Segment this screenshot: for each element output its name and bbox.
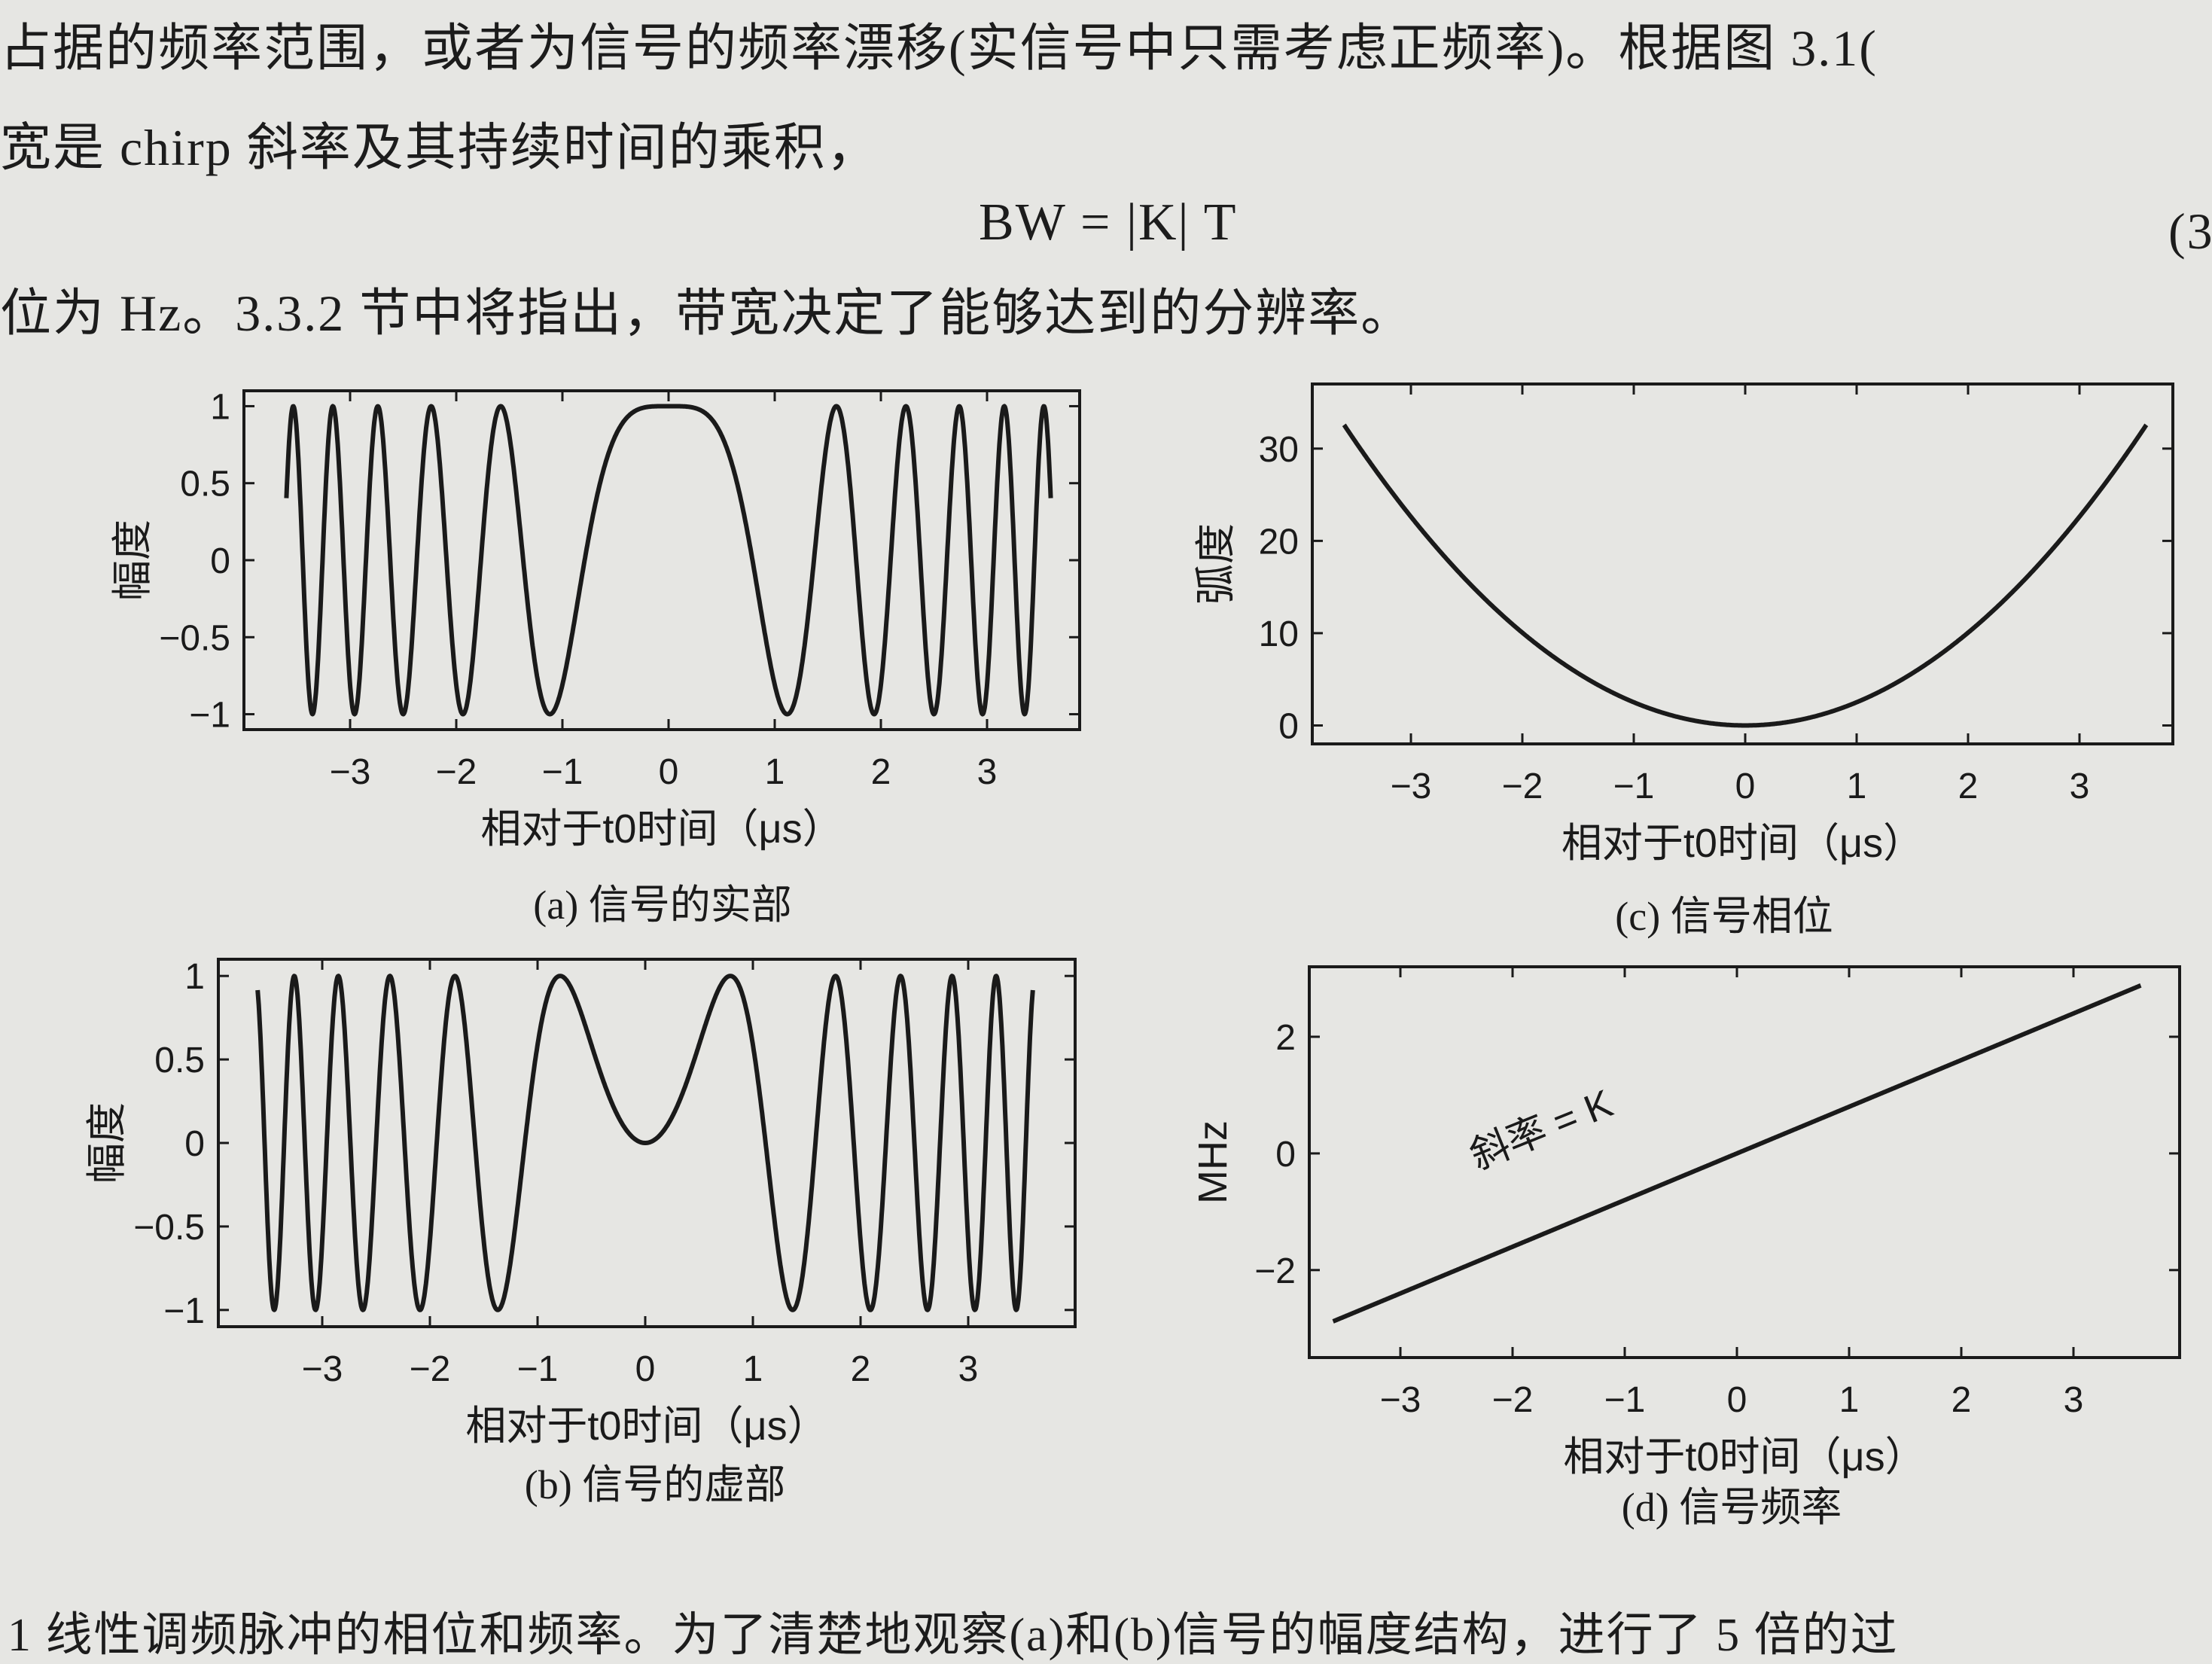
x-tick-label: −3: [330, 752, 371, 792]
y-tick-label: 1: [184, 957, 205, 997]
chart-panel-d: −3 −2 −1 0 1 2 3 2 0 −2 相对于t0时间（μs） MHz (d) 信号频率 斜率 =…: [1190, 965, 2181, 1530]
x-tick-label: 3: [977, 752, 998, 792]
y-tick-label: −0.5: [159, 618, 230, 658]
x-tick-label: −1: [542, 752, 583, 792]
signal-curve: [1331, 983, 2143, 1324]
y-tick-label: 0: [1275, 1135, 1296, 1175]
y-axis-label: 幅度: [84, 1102, 129, 1184]
chart-panel-c: −3 −2 −1 0 1 2 3 30 20 10 0 相对于t0时间（μs） 弧度 (c) 信号相位: [1193, 382, 2174, 939]
y-tick-label: 0.5: [154, 1041, 205, 1080]
y-tick-label: 30: [1259, 430, 1299, 470]
x-tick-label: −3: [302, 1349, 343, 1389]
x-tick-label: −3: [1380, 1380, 1421, 1420]
x-tick-label: 0: [635, 1349, 656, 1389]
x-tick-label: −1: [1613, 766, 1655, 806]
body-text-line-2: 宽是 chirp 斜率及其持续时间的乘积，: [0, 119, 879, 176]
x-tick-label: 1: [1839, 1380, 1860, 1420]
x-tick-label: 1: [743, 1349, 763, 1389]
panel-caption: (a) 信号的实部: [533, 882, 791, 928]
x-tick-label: 3: [958, 1349, 979, 1389]
x-tick-label: 1: [765, 752, 785, 792]
x-tick-label: 2: [871, 752, 891, 792]
x-tick-label: 2: [851, 1349, 871, 1389]
x-tick-label: 2: [1951, 1380, 1972, 1420]
body-text-line-1: 占据的频率范围，或者为信号的频率漂移(实信号中只需考虑正频率)。根据图 3.1(: [0, 20, 1878, 77]
chart-panel-a: −3 −2 −1 0 1 2 3 1 0.5 0 −0.5 −1 相对于t0时间（μs） 幅度 (a) 信号…: [110, 387, 1081, 928]
chart-panel-b: −3 −2 −1 0 1 2 3 1 0.5 0 −0.5 −1 相对于t0时间（μs） 幅度 (b) 信号…: [84, 957, 1077, 1507]
y-tick-label: 0.5: [180, 465, 230, 504]
signal-curve: [255, 974, 1035, 1312]
x-tick-label: −1: [1604, 1380, 1646, 1420]
equation-number: (3.: [2168, 203, 2212, 260]
x-axis-label: 相对于t0时间（μs）: [480, 806, 842, 852]
y-tick-label: 20: [1259, 522, 1299, 562]
figure-caption: 1 线性调频脉冲的相位和频率。为了清楚地观察(a)和(b)信号的幅度结构，进行了…: [8, 1610, 1899, 1661]
bandwidth-formula: BW = |K| T: [979, 194, 1238, 251]
x-tick-label: 3: [2064, 1380, 2084, 1420]
x-tick-label: −1: [517, 1349, 559, 1389]
y-tick-label: 0: [184, 1124, 205, 1164]
x-tick-label: −2: [1492, 1380, 1534, 1420]
panel-caption: (c) 信号相位: [1615, 894, 1833, 939]
x-tick-label: 0: [1727, 1380, 1747, 1420]
y-axis-label: MHz: [1190, 1120, 1235, 1204]
y-tick-label: 0: [210, 541, 230, 581]
y-tick-label: 1: [210, 387, 230, 427]
x-tick-label: 2: [1958, 766, 1979, 806]
y-tick-label: −1: [163, 1291, 205, 1331]
plot-frame: [1308, 965, 2181, 1359]
y-tick-label: 0: [1278, 706, 1299, 746]
x-tick-label: −2: [410, 1349, 451, 1389]
signal-curve: [1342, 423, 2149, 728]
x-axis-label: 相对于t0时间（μs）: [1563, 1434, 1925, 1480]
y-tick-label: −1: [189, 696, 230, 736]
y-tick-label: −0.5: [133, 1208, 205, 1248]
plot-frame: [1311, 382, 2174, 745]
panel-caption: (b) 信号的虚部: [525, 1462, 785, 1507]
y-tick-label: 2: [1275, 1018, 1296, 1058]
x-tick-label: −3: [1391, 766, 1432, 806]
x-tick-label: −2: [436, 752, 477, 792]
x-tick-label: −2: [1502, 766, 1543, 806]
y-tick-label: 10: [1259, 614, 1299, 654]
panel-caption: (d) 信号频率: [1622, 1485, 1842, 1530]
y-axis-label: 弧度: [1193, 523, 1239, 605]
slope-annotation: 斜率 = K: [1464, 1082, 1619, 1178]
x-axis-label: 相对于t0时间（μs）: [1562, 821, 1924, 866]
y-tick-label: −2: [1254, 1251, 1296, 1291]
x-tick-label: 0: [1735, 766, 1756, 806]
signal-curve: [284, 404, 1053, 717]
y-axis-label: 幅度: [110, 520, 155, 601]
x-tick-label: 1: [1847, 766, 1867, 806]
x-axis-label: 相对于t0时间（μs）: [465, 1403, 827, 1449]
body-text-line-4: 位为 Hz。3.3.2 节中将指出，带宽决定了能够达到的分辨率。: [0, 285, 1414, 342]
x-tick-label: 3: [2070, 766, 2090, 806]
x-tick-label: 0: [659, 752, 679, 792]
